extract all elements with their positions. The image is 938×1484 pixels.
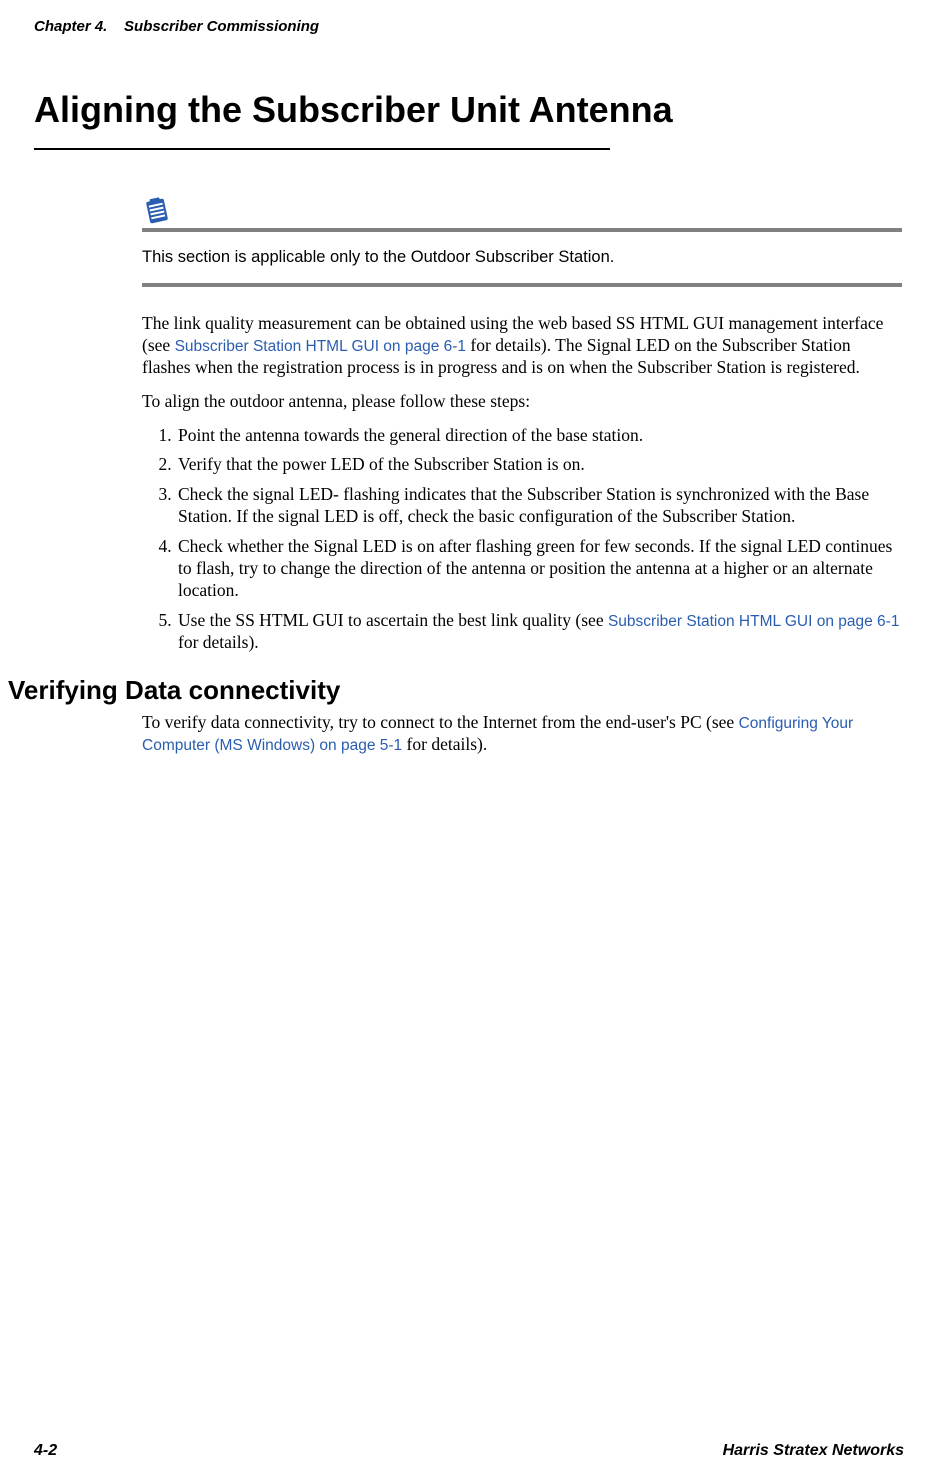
step-1: Point the antenna towards the general di…: [176, 425, 902, 447]
step-2: Verify that the power LED of the Subscri…: [176, 454, 902, 476]
note-block: This section is applicable only to the O…: [142, 196, 902, 287]
vendor-name: Harris Stratex Networks: [723, 1442, 904, 1460]
link-ss-html-gui-ref-1[interactable]: Subscriber Station HTML GUI on page 6-1: [175, 338, 466, 355]
note-icon-row: [142, 196, 902, 226]
heading-rule: [34, 148, 610, 150]
para3-after: for details).: [402, 734, 487, 754]
link-ss-html-gui-ref-2[interactable]: Subscriber Station HTML GUI on page 6-1: [608, 613, 899, 630]
content-column: This section is applicable only to the O…: [142, 196, 902, 768]
note-rule-top: [142, 228, 902, 232]
page-number: 4-2: [34, 1442, 57, 1460]
step-5: Use the SS HTML GUI to ascertain the bes…: [176, 610, 902, 654]
note-icon: [142, 196, 172, 226]
chapter-number: Chapter 4.: [34, 18, 107, 35]
step-4: Check whether the Signal LED is on after…: [176, 536, 902, 602]
page-header: Chapter 4. Subscriber Commissioning: [34, 18, 904, 35]
step-3: Check the signal LED- flashing indicates…: [176, 484, 902, 528]
chapter-title: Subscriber Commissioning: [124, 18, 319, 35]
para3-before: To verify data connectivity, try to conn…: [142, 712, 739, 732]
paragraph-steps-intro: To align the outdoor antenna, please fol…: [142, 391, 902, 413]
page: Chapter 4. Subscriber Commissioning Alig…: [0, 0, 938, 1484]
subsection-heading: Verifying Data connectivity: [8, 675, 902, 706]
alignment-steps-list: Point the antenna towards the general di…: [142, 425, 902, 654]
paragraph-link-quality: The link quality measurement can be obta…: [142, 313, 902, 379]
space: [112, 18, 120, 35]
step-5-before: Use the SS HTML GUI to ascertain the bes…: [178, 610, 608, 630]
step-5-after: for details).: [178, 632, 259, 652]
note-text: This section is applicable only to the O…: [142, 246, 902, 269]
note-rule-bottom: [142, 283, 902, 287]
paragraph-verify-connectivity: To verify data connectivity, try to conn…: [142, 712, 902, 756]
section-heading: Aligning the Subscriber Unit Antenna: [34, 90, 904, 130]
page-footer: 4-2 Harris Stratex Networks: [34, 1442, 904, 1460]
